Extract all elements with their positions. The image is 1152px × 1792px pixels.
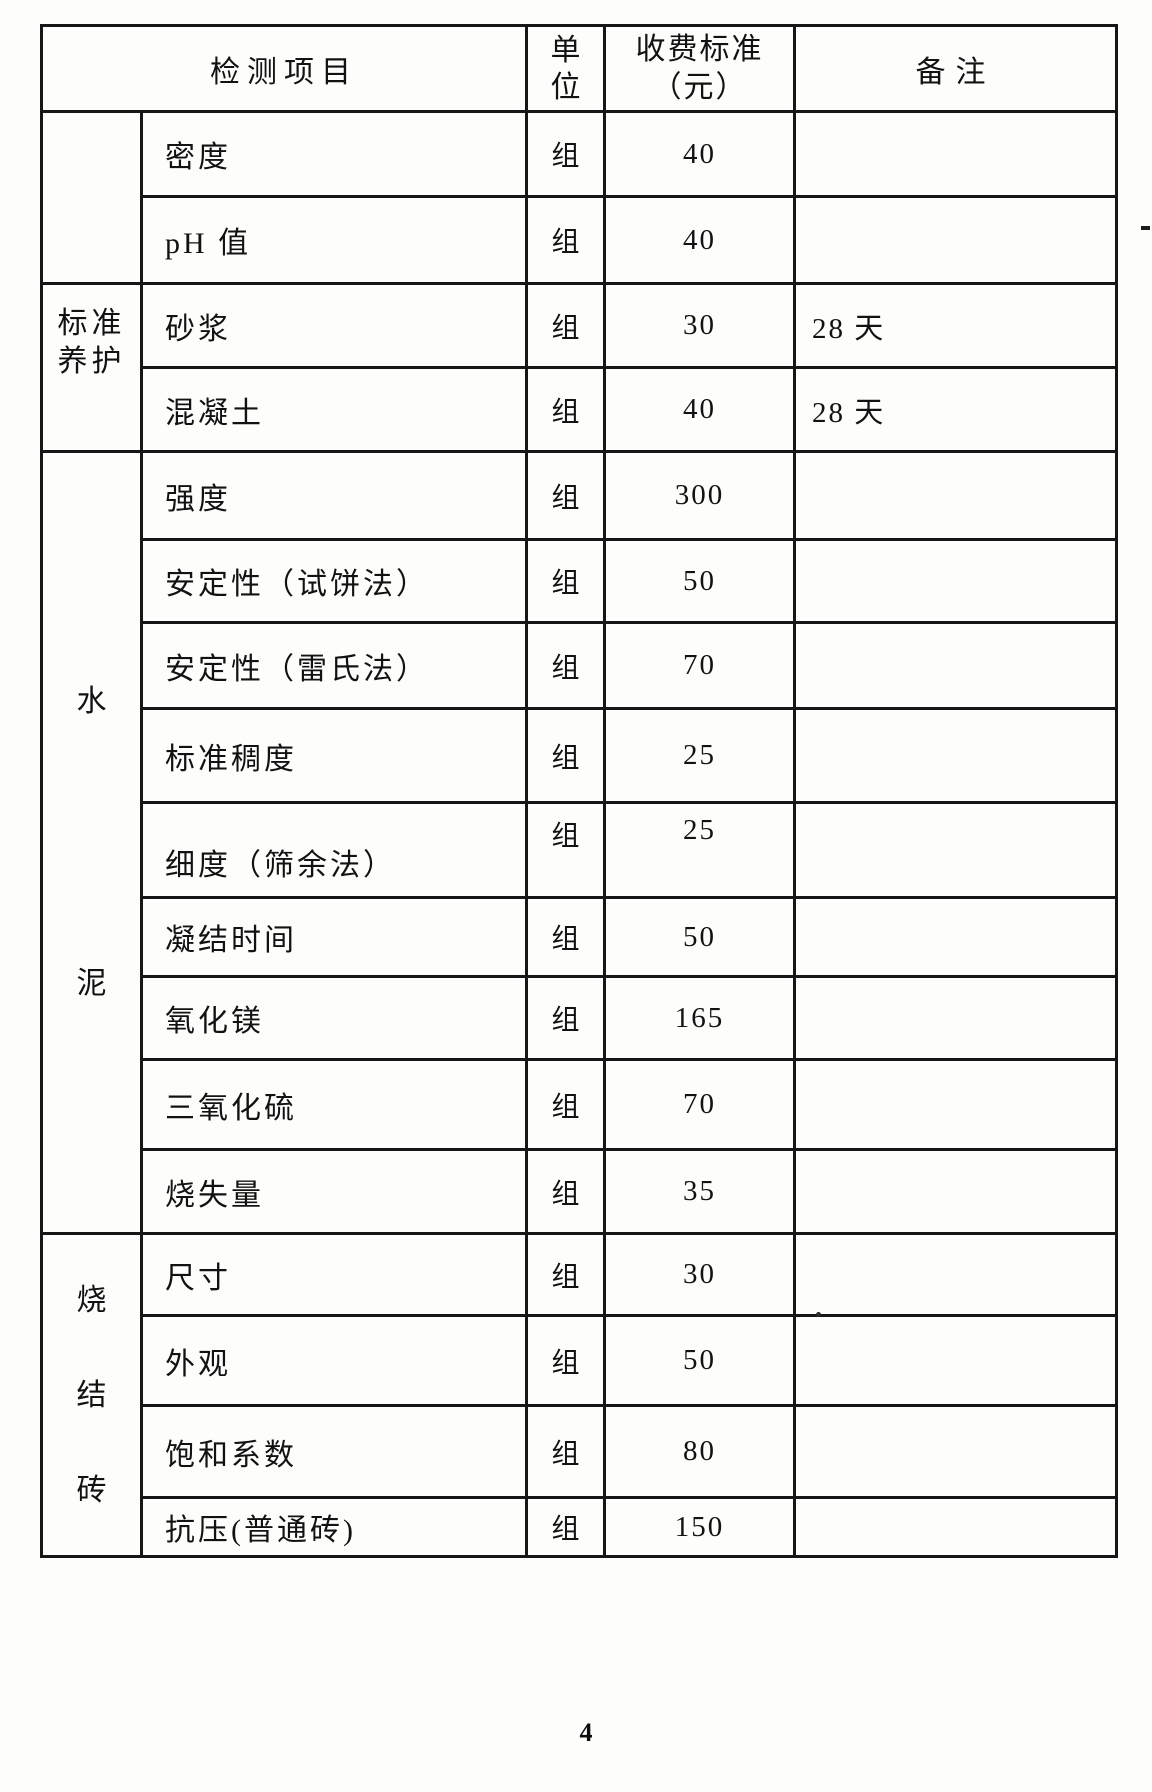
remark-cell (796, 113, 1115, 198)
item-cell: 标准稠度 (143, 710, 528, 804)
unit-cell: 组 (528, 710, 606, 804)
remark-cell (796, 1235, 1115, 1317)
remark-cell (796, 541, 1115, 624)
fee-cell: 300 (606, 453, 796, 541)
unit-cell: 组 (528, 1235, 606, 1317)
unit-cell: 组 (528, 113, 606, 198)
remark-cell (796, 1499, 1115, 1555)
fee-cell: 30 (606, 1235, 796, 1317)
fee-cell: 40 (606, 369, 796, 453)
unit-cell: 组 (528, 541, 606, 624)
unit-cell: 组 (528, 978, 606, 1061)
fee-cell: 25 (606, 804, 796, 899)
header-remark: 备注 (796, 27, 1115, 113)
unit-cell: 组 (528, 624, 606, 710)
item-cell: 密度 (143, 113, 528, 198)
remark-cell (796, 978, 1115, 1061)
item-cell: pH 值 (143, 198, 528, 285)
fee-cell: 50 (606, 899, 796, 978)
unit-cell: 组 (528, 198, 606, 285)
item-cell: 氧化镁 (143, 978, 528, 1061)
item-cell: 抗压(普通砖) (143, 1499, 528, 1555)
item-cell: 三氧化硫 (143, 1061, 528, 1151)
fee-cell: 70 (606, 624, 796, 710)
remark-cell (796, 198, 1115, 285)
item-cell: 外观 (143, 1317, 528, 1407)
unit-cell: 组 (528, 1499, 606, 1555)
item-cell: 尺寸 (143, 1235, 528, 1317)
fee-cell: 150 (606, 1499, 796, 1555)
unit-cell: 组 (528, 899, 606, 978)
unit-cell: 组 (528, 1407, 606, 1499)
item-cell: 混凝土 (143, 369, 528, 453)
fee-cell: 70 (606, 1061, 796, 1151)
fee-cell: 35 (606, 1151, 796, 1235)
item-cell: 细度（筛余法） (143, 804, 528, 899)
remark-cell (796, 710, 1115, 804)
unit-cell: 组 (528, 369, 606, 453)
remark-cell (796, 453, 1115, 541)
item-cell: 砂浆 (143, 285, 528, 369)
remark-cell: 28 天 (796, 285, 1115, 369)
fee-cell: 25 (606, 710, 796, 804)
fee-cell: 50 (606, 541, 796, 624)
item-cell: 安定性（试饼法） (143, 541, 528, 624)
fee-cell: 50 (606, 1317, 796, 1407)
unit-cell: 组 (528, 1061, 606, 1151)
remark-cell: 28 天 (796, 369, 1115, 453)
item-cell: 强度 (143, 453, 528, 541)
unit-cell: 组 (528, 285, 606, 369)
test-fee-table: 检测项目 单 位 收费标准 （元） 备注 标准 养护水 泥烧 结 砖密度组 40 p… (40, 24, 1118, 1558)
remark-cell (796, 1151, 1115, 1235)
item-cell: 饱和系数 (143, 1407, 528, 1499)
group-cell: 标准 养护 (43, 285, 143, 453)
header-test-item: 检测项目 (43, 27, 528, 113)
header-unit: 单 位 (528, 27, 606, 113)
remark-cell (796, 804, 1115, 899)
header-fee-standard: 收费标准 （元） (606, 27, 796, 113)
unit-cell: 组 (528, 1317, 606, 1407)
fee-cell: 40 (606, 113, 796, 198)
group-cell: 烧 结 砖 (43, 1235, 143, 1555)
remark-cell (796, 1317, 1115, 1407)
unit-cell: 组 (528, 804, 606, 899)
unit-cell: 组 (528, 1151, 606, 1235)
remark-cell (796, 899, 1115, 978)
remark-cell (796, 1407, 1115, 1499)
scan-artifact-dot (816, 1312, 821, 1317)
fee-cell: 30 (606, 285, 796, 369)
group-cell-empty (43, 113, 143, 285)
item-cell: 凝结时间 (143, 899, 528, 978)
group-cell: 水 泥 (43, 453, 143, 1235)
fee-cell: 80 (606, 1407, 796, 1499)
remark-cell (796, 1061, 1115, 1151)
item-cell: 安定性（雷氏法） (143, 624, 528, 710)
page-number: 4 (579, 1718, 593, 1747)
item-cell: 烧失量 (143, 1151, 528, 1235)
scan-artifact-dash (1141, 226, 1150, 230)
unit-cell: 组 (528, 453, 606, 541)
fee-cell: 165 (606, 978, 796, 1061)
remark-cell (796, 624, 1115, 710)
fee-cell: 40 (606, 198, 796, 285)
